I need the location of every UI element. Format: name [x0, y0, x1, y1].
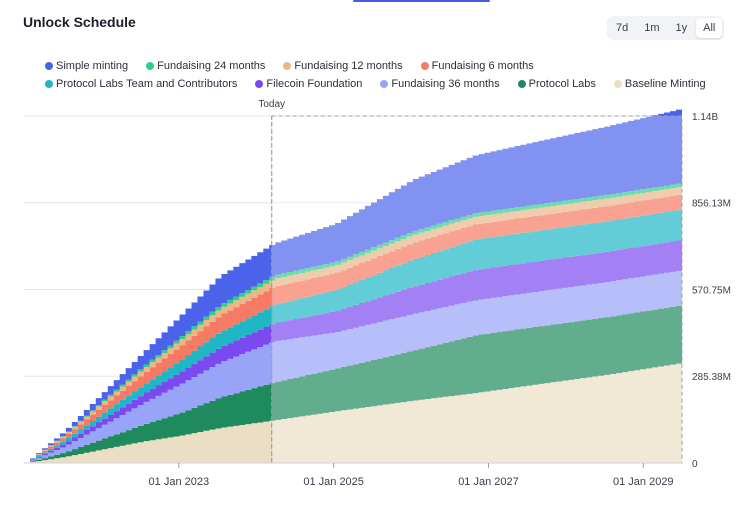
area-baseline-minting	[24, 363, 682, 463]
legend-item-baseline-minting[interactable]: Baseline Minting	[613, 78, 706, 90]
x-tick-label-2: 01 Jan 2027	[458, 476, 519, 488]
legend-item-fundaising-24-months[interactable]: Fundaising 24 months	[146, 60, 265, 72]
range-button-all[interactable]: All	[696, 18, 723, 38]
chart-title: Unlock Schedule	[23, 14, 136, 30]
y-tick-label-0: 0	[692, 459, 698, 470]
legend-dot-icon	[517, 80, 526, 88]
future-overlay	[271, 116, 682, 463]
y-tick-label-1: 285.38M	[692, 372, 731, 383]
legend-label: Simple minting	[56, 60, 129, 72]
legend-label: Fundaising 36 months	[391, 78, 500, 90]
legend-label: Fundaising 24 months	[157, 60, 266, 72]
x-tick-label-0: 01 Jan 2023	[149, 476, 210, 488]
legend-label: Filecoin Foundation	[266, 78, 363, 90]
today-label: Today	[258, 99, 285, 110]
legend-dot-icon	[45, 80, 53, 88]
area-filecoin-foundation	[24, 240, 682, 463]
legend-dot-icon	[45, 62, 53, 70]
legend-item-filecoin-foundation[interactable]: Filecoin Foundation	[255, 78, 362, 90]
area-protocol-labs	[24, 305, 682, 463]
top-tab-indicator	[353, 0, 490, 2]
legend-label: Protocol Labs Team and Contributors	[56, 78, 238, 90]
area-simple-minting	[24, 109, 682, 463]
legend-dot-icon	[255, 80, 264, 88]
legend-label: Protocol Labs	[528, 78, 596, 90]
x-tick-label-3: 01 Jan 2029	[613, 476, 674, 488]
x-tick-label-1: 01 Jan 2025	[303, 476, 364, 488]
legend-label: Fundaising 12 months	[294, 60, 403, 72]
y-tick-label-3: 856.13M	[692, 199, 731, 210]
range-button-7d[interactable]: 7d	[616, 22, 629, 34]
legend-dot-icon	[146, 62, 155, 70]
area-protocol-labs-team-and-contributors	[24, 210, 682, 463]
legend-item-simple-minting[interactable]: Simple minting	[45, 60, 128, 72]
legend-dot-icon	[380, 80, 389, 88]
legend-item-fundaising-12-months[interactable]: Fundaising 12 months	[283, 60, 403, 72]
legend-dot-icon	[613, 80, 622, 88]
legend-dot-icon	[420, 62, 429, 70]
legend-item-fundaising-36-months[interactable]: Fundaising 36 months	[380, 78, 500, 90]
legend-label: Baseline Minting	[624, 78, 706, 90]
chart-legend: Simple minting Fundaising 24 months Fundai…	[45, 60, 725, 90]
y-tick-label-4: 1.14B	[692, 112, 718, 123]
legend-item-protocol-labs[interactable]: Protocol Labs	[517, 78, 596, 90]
area-fundaising-36-months	[24, 270, 682, 463]
time-range-selector: 7d 1m 1y All	[607, 16, 725, 40]
legend-label: Fundaising 6 months	[431, 60, 534, 72]
legend-dot-icon	[283, 62, 292, 70]
legend-item-fundaising-6-months[interactable]: Fundaising 6 months	[420, 60, 534, 72]
legend-item-protocol-labs-team-and-contributors[interactable]: Protocol Labs Team and Contributors	[45, 78, 237, 90]
range-button-1m[interactable]: 1m	[644, 22, 660, 34]
range-button-1y[interactable]: 1y	[675, 22, 688, 34]
y-tick-label-2: 570.75M	[692, 286, 731, 297]
